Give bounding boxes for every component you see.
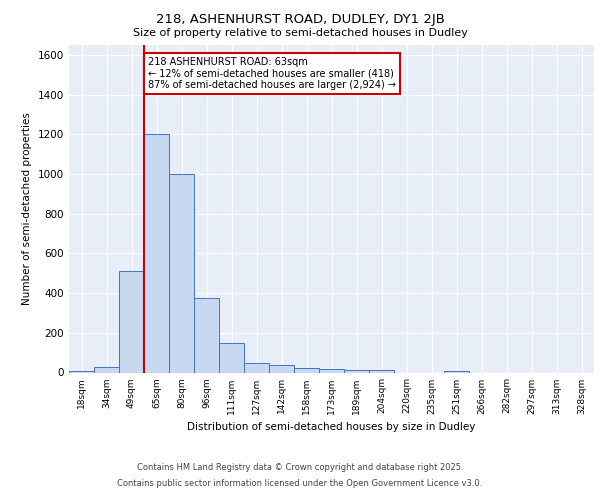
Bar: [144, 134, 169, 372]
Text: Size of property relative to semi-detached houses in Dudley: Size of property relative to semi-detach…: [133, 28, 467, 38]
Bar: [294, 368, 319, 372]
Bar: [344, 370, 369, 372]
Text: Contains public sector information licensed under the Open Government Licence v3: Contains public sector information licen…: [118, 478, 482, 488]
Bar: [169, 174, 194, 372]
Bar: [244, 362, 269, 372]
X-axis label: Distribution of semi-detached houses by size in Dudley: Distribution of semi-detached houses by …: [187, 422, 476, 432]
Text: Contains HM Land Registry data © Crown copyright and database right 2025.: Contains HM Land Registry data © Crown c…: [137, 464, 463, 472]
Bar: [69, 370, 94, 372]
Bar: [94, 366, 119, 372]
Bar: [269, 364, 294, 372]
Bar: [119, 272, 144, 372]
Text: 218 ASHENHURST ROAD: 63sqm
← 12% of semi-detached houses are smaller (418)
87% o: 218 ASHENHURST ROAD: 63sqm ← 12% of semi…: [148, 57, 396, 90]
Y-axis label: Number of semi-detached properties: Number of semi-detached properties: [22, 112, 32, 305]
Bar: [369, 370, 394, 372]
Bar: [219, 342, 244, 372]
Bar: [194, 298, 219, 372]
Bar: [444, 370, 469, 372]
Bar: [319, 368, 344, 372]
Text: 218, ASHENHURST ROAD, DUDLEY, DY1 2JB: 218, ASHENHURST ROAD, DUDLEY, DY1 2JB: [155, 12, 445, 26]
